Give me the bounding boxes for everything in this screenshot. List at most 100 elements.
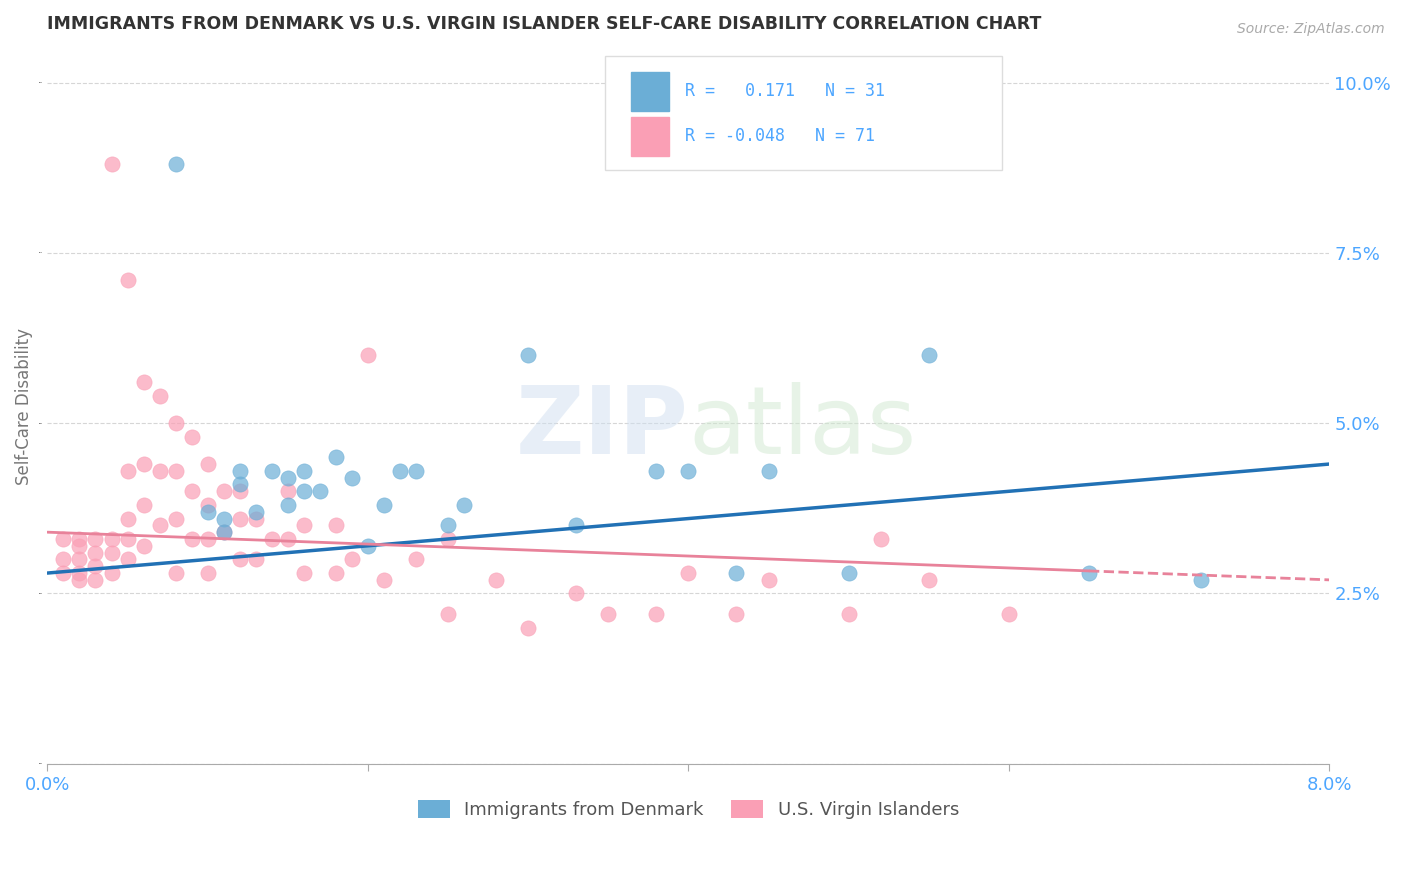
Legend: Immigrants from Denmark, U.S. Virgin Islanders: Immigrants from Denmark, U.S. Virgin Isl… <box>411 793 966 826</box>
Point <box>405 552 427 566</box>
Point <box>228 511 250 525</box>
Point <box>357 539 380 553</box>
Point <box>838 607 860 621</box>
Point <box>437 607 460 621</box>
Point <box>245 511 267 525</box>
Point <box>373 498 395 512</box>
Point <box>388 464 411 478</box>
Point <box>180 430 202 444</box>
Point <box>1078 566 1101 580</box>
Text: Source: ZipAtlas.com: Source: ZipAtlas.com <box>1237 22 1385 37</box>
Text: R = -0.048   N = 71: R = -0.048 N = 71 <box>685 128 875 145</box>
Point <box>453 498 475 512</box>
Point <box>918 573 941 587</box>
Point <box>277 532 299 546</box>
Point <box>165 464 187 478</box>
Point <box>245 505 267 519</box>
Point <box>117 273 139 287</box>
Point <box>69 532 91 546</box>
Point <box>84 532 107 546</box>
Point <box>100 157 122 171</box>
Point <box>212 525 235 540</box>
Text: atlas: atlas <box>689 382 917 474</box>
Point <box>212 511 235 525</box>
Point <box>325 450 347 465</box>
Point <box>197 498 219 512</box>
Text: R =   0.171   N = 31: R = 0.171 N = 31 <box>685 82 884 101</box>
Point <box>197 505 219 519</box>
Point <box>180 484 202 499</box>
Point <box>117 552 139 566</box>
Point <box>100 566 122 580</box>
Point <box>132 457 155 471</box>
Point <box>52 566 75 580</box>
Point <box>84 546 107 560</box>
Point <box>725 566 748 580</box>
Point <box>485 573 508 587</box>
Point <box>149 518 172 533</box>
Point <box>308 484 330 499</box>
Point <box>132 539 155 553</box>
Point <box>998 607 1021 621</box>
Point <box>678 464 700 478</box>
Point <box>373 573 395 587</box>
Point <box>325 518 347 533</box>
Point <box>598 607 620 621</box>
Point <box>405 464 427 478</box>
Point <box>228 464 250 478</box>
Point <box>340 471 363 485</box>
Point <box>69 573 91 587</box>
Y-axis label: Self-Care Disability: Self-Care Disability <box>15 327 32 484</box>
Point <box>758 573 780 587</box>
Point <box>277 484 299 499</box>
Point <box>84 559 107 574</box>
Point <box>245 552 267 566</box>
Point <box>292 566 315 580</box>
Point <box>84 573 107 587</box>
Point <box>277 471 299 485</box>
Point <box>117 532 139 546</box>
Point <box>260 464 283 478</box>
Point <box>565 586 588 600</box>
Point <box>212 484 235 499</box>
Point <box>517 348 540 362</box>
Point <box>149 389 172 403</box>
Point <box>565 518 588 533</box>
Point <box>149 464 172 478</box>
Point <box>69 539 91 553</box>
Point <box>645 464 668 478</box>
Point <box>325 566 347 580</box>
Point <box>228 477 250 491</box>
Text: ZIP: ZIP <box>516 382 689 474</box>
Point <box>197 532 219 546</box>
Point <box>918 348 941 362</box>
Point <box>69 566 91 580</box>
Point <box>292 484 315 499</box>
Point <box>165 416 187 430</box>
Point <box>838 566 860 580</box>
FancyBboxPatch shape <box>605 55 1002 170</box>
Point <box>437 518 460 533</box>
Point <box>132 498 155 512</box>
Point <box>197 457 219 471</box>
Point <box>165 157 187 171</box>
Point <box>117 511 139 525</box>
Point <box>165 566 187 580</box>
Point <box>260 532 283 546</box>
Point <box>69 552 91 566</box>
Point <box>437 532 460 546</box>
Point <box>180 532 202 546</box>
Point <box>869 532 891 546</box>
Point <box>197 566 219 580</box>
Bar <box>631 71 669 111</box>
Point <box>292 518 315 533</box>
Point <box>212 525 235 540</box>
Point <box>100 532 122 546</box>
Bar <box>631 117 669 156</box>
Point <box>758 464 780 478</box>
Point <box>517 621 540 635</box>
Point <box>357 348 380 362</box>
Text: IMMIGRANTS FROM DENMARK VS U.S. VIRGIN ISLANDER SELF-CARE DISABILITY CORRELATION: IMMIGRANTS FROM DENMARK VS U.S. VIRGIN I… <box>48 15 1042 33</box>
Point <box>277 498 299 512</box>
Point <box>52 552 75 566</box>
